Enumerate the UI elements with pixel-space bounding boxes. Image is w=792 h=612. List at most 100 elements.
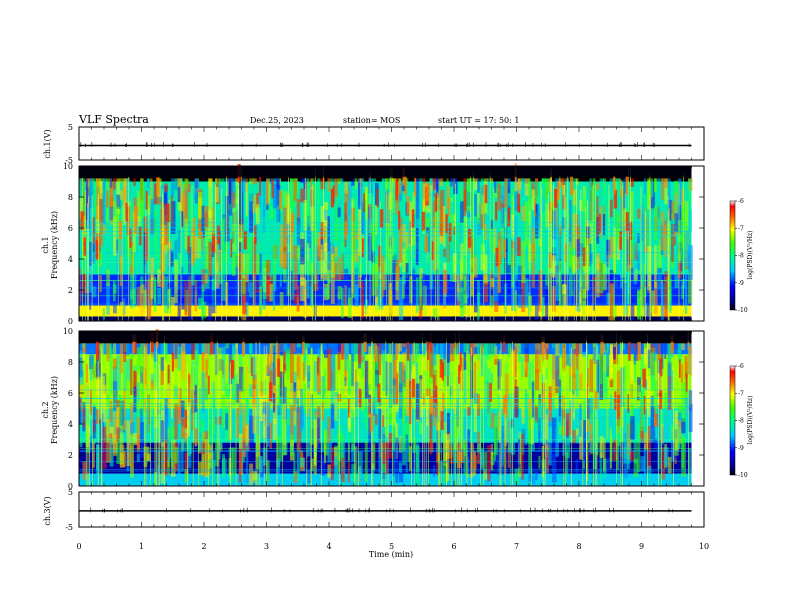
spectrogram-streak [99, 221, 103, 247]
spectrogram-streak [85, 377, 89, 397]
spectrogram-streak [494, 228, 497, 255]
spectrogram-streak [504, 412, 507, 447]
spectrogram-streak [187, 247, 192, 281]
spectrogram-streak [119, 343, 123, 374]
spectrogram-streak [157, 287, 162, 305]
spectrogram-streak [422, 371, 427, 397]
psd-hotspot [484, 184, 488, 204]
spectrogram-streak [460, 423, 465, 439]
spectrogram-streak [130, 422, 135, 436]
spectrogram-streak [215, 261, 220, 289]
spectrogram-streak [235, 343, 238, 375]
spectrogram-streak [613, 227, 616, 273]
spectrogram-streak [150, 463, 153, 473]
spectrogram-streak [654, 281, 658, 315]
spectrogram-streak [473, 243, 477, 253]
spectrogram-streak [218, 347, 222, 378]
spectrogram-streak [483, 254, 488, 283]
psd-hotspot [643, 395, 646, 415]
psd-hotspot [503, 333, 506, 353]
spectrogram-streak [133, 370, 136, 394]
psd-hotspot [507, 207, 511, 227]
spectrogram-streak [395, 437, 399, 483]
psd-hotspot [167, 203, 170, 223]
spectrogram-streak [371, 178, 377, 186]
psd-hotspot [201, 232, 204, 251]
spectrogram-streak [252, 237, 257, 276]
spectrogram-streak [616, 435, 621, 447]
spectrogram-streak [177, 229, 182, 253]
spectrogram-streak [354, 381, 360, 407]
spectrogram-streak [582, 399, 586, 431]
spectrogram-streak [521, 356, 524, 377]
spectrogram-streak [494, 181, 497, 193]
spectrogram-streak [235, 185, 240, 199]
spectrogram-streak [368, 397, 371, 419]
spectrogram-streak [293, 391, 297, 426]
spectrogram-streak [507, 393, 512, 428]
spectrogram-streak [238, 389, 242, 414]
spectrogram-streak [466, 367, 470, 400]
spectrogram-streak [201, 205, 205, 238]
psd-hotspot [167, 364, 170, 384]
spectrogram-streak [415, 383, 421, 420]
psd-hotspot [569, 176, 574, 195]
spectrogram-streak [528, 408, 533, 445]
figure-title: VLF Spectra [78, 113, 149, 126]
spectrogram-streak [603, 438, 606, 472]
spectrogram-streak [582, 301, 586, 321]
spectrogram-streak [667, 456, 672, 474]
psd-hotspot [156, 177, 160, 196]
spectrogram-streak [242, 269, 246, 295]
spectrogram-streak [381, 178, 385, 211]
spectrogram-streak [106, 269, 110, 286]
spectrogram-streak [415, 228, 419, 266]
spectrogram-streak [208, 410, 214, 439]
spectrogram-streak [494, 355, 498, 365]
spectrogram-streak [99, 185, 104, 223]
spectrogram-streak [589, 252, 593, 264]
spectrogram-streak [286, 224, 291, 244]
spectrogram-streak [603, 214, 606, 236]
spectrogram-streak [330, 403, 335, 429]
spectrogram-streak [293, 452, 296, 477]
spectrogram-streak [126, 420, 131, 466]
spectrogram-streak [232, 192, 236, 208]
spectrogram-streak [548, 222, 551, 256]
spectrogram-streak [153, 183, 158, 205]
spectrogram-streak [660, 368, 666, 394]
spectrogram-streak [677, 343, 682, 363]
spectrogram-streak [637, 208, 641, 219]
spectrogram-streak [490, 178, 494, 183]
spectrogram-streak [555, 241, 560, 283]
spectrogram-streak [126, 358, 132, 382]
spectrogram-streak [306, 178, 310, 187]
spectrogram-streak [637, 290, 641, 320]
spectrogram-streak [395, 343, 398, 360]
spectrogram-streak [677, 405, 683, 419]
spectrogram-streak [201, 421, 205, 442]
psd-hotspot [86, 363, 88, 383]
psd-hotspot [330, 188, 334, 208]
spectrogram-streak [272, 393, 276, 413]
spectrogram-streak [296, 343, 301, 348]
spectrogram-streak [119, 178, 124, 183]
spectrogram-streak [494, 416, 499, 456]
spectrogram-streak [354, 343, 359, 362]
spectrogram-streak [528, 178, 531, 203]
spectrogram-streak [385, 361, 388, 396]
spectrogram-streak [412, 343, 415, 362]
spectrogram-streak [164, 438, 168, 476]
spectrogram-streak [371, 389, 376, 416]
spectrogram-streak [279, 251, 282, 287]
spectrogram-streak [249, 178, 253, 185]
spectrogram-streak [480, 353, 485, 377]
x-tick-label: 1 [139, 542, 144, 551]
spectrogram-streak [463, 443, 469, 476]
spectrogram-streak [671, 432, 675, 462]
psd-hotspot [145, 191, 148, 210]
spectrogram-streak [245, 366, 249, 388]
spectrogram-streak [174, 240, 178, 259]
spectrogram-streak [313, 361, 319, 392]
spectrogram-streak [245, 425, 249, 447]
